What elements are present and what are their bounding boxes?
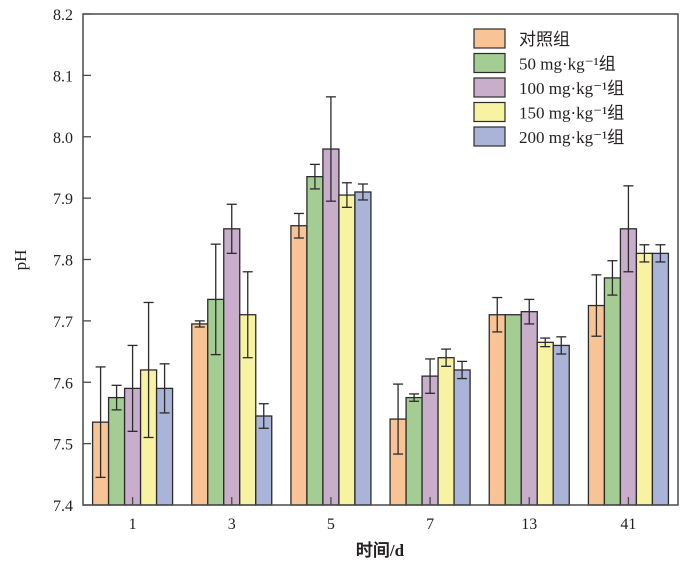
y-tick-label: 7.5 (53, 437, 73, 454)
bar (405, 396, 423, 506)
bars-layer (91, 96, 670, 506)
x-tick-label: 7 (426, 516, 434, 533)
legend-swatch (473, 77, 506, 98)
bar (338, 194, 356, 506)
axes-layer: 1 3 5 7 13 417.47.57.67.77.87.98.08.18.2 (53, 7, 636, 533)
legend-swatch (473, 28, 506, 49)
bar (107, 396, 126, 506)
bar (255, 415, 273, 506)
bar (191, 323, 209, 506)
bar (635, 252, 654, 506)
x-tick-label: 3 (228, 516, 236, 533)
legend-swatch (473, 126, 506, 147)
legend-label: 100 mg·kg⁻¹组 (519, 79, 624, 98)
bar (437, 357, 455, 506)
bar (223, 228, 241, 506)
y-tick-label: 7.9 (53, 191, 73, 208)
bar (453, 369, 471, 506)
y-tick-label: 7.6 (53, 375, 73, 392)
bar (603, 277, 622, 506)
legend-label: 50 mg·kg⁻¹组 (519, 55, 616, 74)
legend-swatch (473, 52, 506, 74)
bar (354, 191, 372, 506)
x-tick-label: 13 (521, 516, 537, 533)
y-axis-label: pH (11, 250, 30, 271)
x-tick-label: 1 (129, 516, 137, 533)
bar (504, 314, 522, 506)
legend-swatch (473, 101, 506, 123)
bar (488, 314, 506, 506)
bar (520, 311, 538, 506)
bar (290, 225, 308, 506)
bar (536, 341, 554, 506)
bar (651, 252, 670, 506)
x-axis-label: 时间/d (356, 540, 405, 560)
legend-label: 对照组 (519, 30, 570, 49)
bar (322, 148, 340, 506)
y-tick-label: 8.1 (53, 68, 73, 85)
y-tick-label: 7.7 (53, 314, 73, 331)
bar (421, 375, 439, 506)
x-tick-label: 41 (620, 516, 636, 533)
legend-label: 150 mg·kg⁻¹组 (519, 104, 624, 123)
y-tick-label: 7.4 (53, 498, 73, 515)
bar (306, 175, 324, 506)
y-tick-label: 8.0 (53, 130, 73, 147)
y-tick-label: 8.2 (53, 7, 73, 24)
bar (552, 344, 570, 506)
legend-label: 200 mg·kg⁻¹组 (519, 128, 624, 147)
legend: 对照组 50 mg·kg⁻¹组 100 mg·kg⁻¹组 150 mg·kg⁻¹组 20… (473, 28, 624, 147)
y-tick-label: 7.8 (53, 253, 73, 270)
x-tick-label: 5 (327, 516, 335, 533)
